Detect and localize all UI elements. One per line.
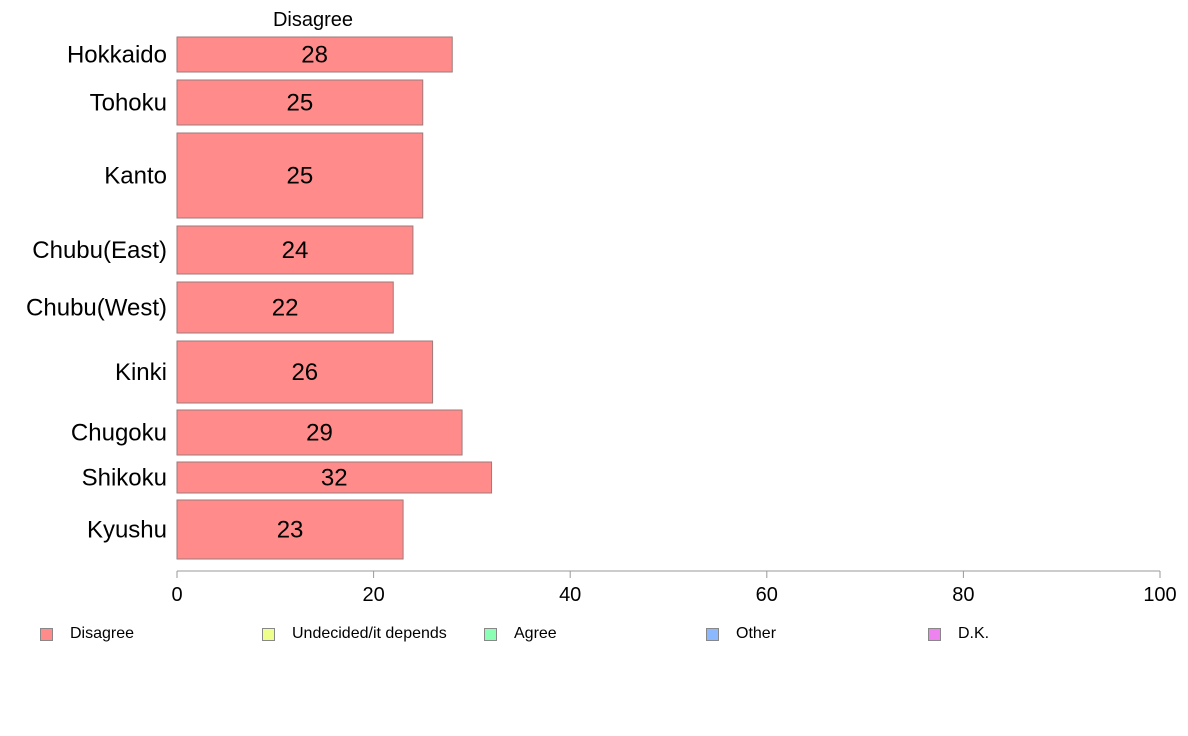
category-label: Kanto (104, 163, 167, 190)
value-labels: 28 25 25 24 22 26 29 32 23 (272, 42, 348, 544)
bar-kanto (176, 132, 424, 219)
x-tick-label: 60 (756, 584, 778, 606)
legend-item: D.K. (928, 622, 989, 646)
x-axis: 0 20 40 60 80 100 (171, 570, 1177, 606)
category-label: Kinki (115, 359, 167, 386)
category-label: Chubu(West) (26, 295, 167, 322)
bar-chubu-west (176, 281, 394, 334)
value-label: 24 (282, 237, 309, 264)
x-tick-label: 80 (952, 584, 974, 606)
value-label: 28 (301, 42, 328, 69)
bar-shikoku (176, 461, 493, 494)
category-label: Tohoku (90, 90, 167, 117)
legend-swatch (484, 627, 497, 641)
bar-hokkaido (176, 36, 453, 73)
legend-label: Undecided/it depends (292, 625, 447, 642)
category-label: Hokkaido (67, 42, 167, 69)
x-tick-label: 0 (171, 584, 182, 606)
value-label: 25 (287, 90, 314, 117)
value-label: 23 (277, 517, 304, 544)
value-label: 29 (306, 420, 333, 447)
bar-tohoku (176, 79, 424, 126)
legend-item: Agree (484, 622, 557, 646)
value-label: 22 (272, 295, 299, 322)
legend-swatch (40, 627, 53, 641)
legend-item: Other (706, 622, 776, 646)
category-labels: Hokkaido Tohoku Kanto Chubu(East) Chubu(West… (26, 42, 167, 544)
value-label: 26 (291, 359, 318, 386)
legend-swatch (706, 627, 719, 641)
legend-swatch (262, 627, 275, 641)
series-title: Disagree (273, 9, 353, 31)
x-tick-label: 20 (362, 584, 384, 606)
legend-label: Other (736, 625, 777, 642)
x-tick-label: 100 (1143, 584, 1176, 606)
legend-label: Agree (514, 625, 557, 642)
x-tick-label: 40 (559, 584, 581, 606)
bars-group (176, 36, 493, 560)
category-label: Kyushu (87, 517, 167, 544)
category-label: Shikoku (82, 465, 167, 492)
category-label: Chubu(East) (32, 237, 167, 264)
legend-label: D.K. (958, 625, 990, 642)
legend: Disagree Undecided/it depends Agree Other D.… (0, 622, 1188, 646)
bar-chugoku (176, 409, 463, 456)
value-label: 25 (287, 163, 314, 190)
bar-kyushu (176, 499, 404, 560)
bar-chubu-east (176, 225, 414, 275)
legend-item: Undecided/it depends (262, 622, 447, 646)
bar-kinki (176, 340, 434, 404)
legend-swatch (928, 627, 941, 641)
legend-item: Disagree (40, 622, 134, 646)
legend-label: Disagree (70, 625, 135, 642)
category-label: Chugoku (71, 420, 167, 447)
value-label: 32 (321, 465, 348, 492)
